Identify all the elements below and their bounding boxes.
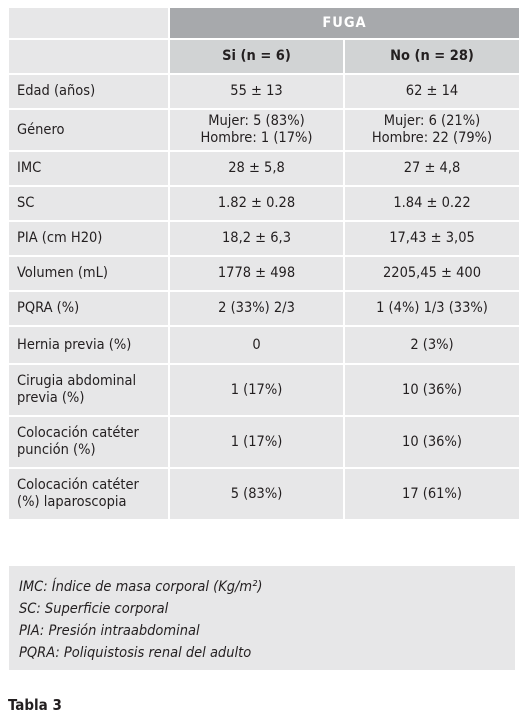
cell-no-line: 2205,45 ± 400 [382,265,482,281]
cell-no-line: 10 (36%) [402,381,462,398]
row-label: Hernia previa (%) [9,327,168,363]
row-label-line: PQRA (%) [17,300,80,316]
row-label-line: PIA (cm H20) [17,230,103,246]
cell-si-line: Hombre: 1 (17%) [200,130,313,146]
row-label: Volumen (mL) [9,257,168,290]
table-row: Hernia previa (%) 0 2 (3%) [9,327,519,363]
cell-si-line: 5 (83%) [230,485,283,502]
table-notes: IMC: Índice de masa corporal (Kg/m²) SC:… [9,566,515,670]
cell-si: 5 (83%) [170,469,343,519]
cell-no-line: 17,43 ± 3,05 [389,230,475,246]
cell-si-line: 2 (33%) 2/3 [218,300,295,316]
row-label-line: punción (%) [17,442,96,458]
cell-no-line: 17 (61%) [402,485,462,502]
note-pqra: PQRA: Poliquistosis renal del adulto [19,645,252,661]
cell-si: 1 (17%) [170,417,343,467]
row-label: Género [9,110,168,150]
group-header-fuga: FUGA [170,8,519,38]
cell-si: 18,2 ± 6,3 [170,222,343,255]
row-label: Edad (años) [9,75,168,108]
cell-no: 27 ± 4,8 [345,152,519,185]
cell-no: 2 (3%) [345,327,519,363]
corner-cell [9,8,168,38]
cell-no-line: 27 ± 4,8 [403,160,461,176]
fuga-table: FUGA Si (n = 6) No (n = 28) Edad (años) 5… [7,6,521,521]
table-row: Edad (años) 55 ± 13 62 ± 14 [9,75,519,108]
cell-si: Mujer: 5 (83%) Hombre: 1 (17%) [170,110,343,150]
cell-si-line: 1778 ± 498 [217,265,296,281]
cell-no: 1 (4%) 1/3 (33%) [345,292,519,325]
row-label: SC [9,187,168,220]
row-label-line: Volumen (mL) [17,265,108,281]
cell-si: 1778 ± 498 [170,257,343,290]
row-label-line: (%) laparoscopia [17,494,127,510]
cell-si-line: 28 ± 5,8 [228,160,285,176]
cell-si: 55 ± 13 [170,75,343,108]
row-label: Cirugia abdominal previa (%) [9,365,168,415]
cell-no: 2205,45 ± 400 [345,257,519,290]
cell-si-line: Mujer: 5 (83%) [208,113,305,129]
table-row: PIA (cm H20) 18,2 ± 6,3 17,43 ± 3,05 [9,222,519,255]
cell-no-line: 2 (3%) [410,336,454,353]
row-label-line: Colocación catéter [17,425,139,441]
cell-si-line: 1.82 ± 0.28 [217,195,296,211]
cell-no-line: Hombre: 22 (79%) [371,130,493,146]
table-row: IMC 28 ± 5,8 27 ± 4,8 [9,152,519,185]
row-label-line: previa (%) [17,390,85,406]
cell-no-line: 1.84 ± 0.22 [393,195,471,211]
column-header-si: Si (n = 6) [170,40,343,73]
column-header-no: No (n = 28) [345,40,519,73]
cell-si: 1.82 ± 0.28 [170,187,343,220]
cell-si-line: 1 (17%) [230,381,283,398]
table-body: Edad (años) 55 ± 13 62 ± 14 Género Mujer: 5 … [9,75,519,519]
cell-si-line: 0 [252,336,261,353]
row-label-line: Edad (años) [17,83,96,99]
cell-si-line: 1 (17%) [230,433,283,450]
cell-si-line: 18,2 ± 6,3 [222,230,291,246]
cell-si: 28 ± 5,8 [170,152,343,185]
cell-no: 62 ± 14 [345,75,519,108]
row-label: IMC [9,152,168,185]
row-label: PIA (cm H20) [9,222,168,255]
row-label: Colocación catéter punción (%) [9,417,168,467]
table-caption: Tabla 3 [8,696,62,714]
cell-no-line: 1 (4%) 1/3 (33%) [376,300,488,316]
cell-no: 10 (36%) [345,365,519,415]
row-label: PQRA (%) [9,292,168,325]
table-row: SC 1.82 ± 0.28 1.84 ± 0.22 [9,187,519,220]
note-sc: SC: Superficie corporal [19,601,169,617]
row-label-line: Hernia previa (%) [17,336,132,353]
table-row: Colocación catéter punción (%) 1 (17%) 10 (… [9,417,519,467]
corner-cell-2 [9,40,168,73]
note-imc: IMC: Índice de masa corporal (Kg/m²) [19,579,263,595]
cell-no: 10 (36%) [345,417,519,467]
cell-si: 2 (33%) 2/3 [170,292,343,325]
cell-si: 1 (17%) [170,365,343,415]
cell-si: 0 [170,327,343,363]
cell-no: Mujer: 6 (21%) Hombre: 22 (79%) [345,110,519,150]
cell-no: 1.84 ± 0.22 [345,187,519,220]
row-label-line: SC [17,195,35,211]
note-pia: PIA: Presión intraabdominal [19,623,200,639]
table-row: Cirugia abdominal previa (%) 1 (17%) 10 (36… [9,365,519,415]
cell-no-line: 10 (36%) [402,433,462,450]
table-row: Género Mujer: 5 (83%) Hombre: 1 (17%) Mujer… [9,110,519,150]
cell-no-line: Mujer: 6 (21%) [383,113,481,129]
row-label-line: IMC [17,160,42,176]
row-label-line: Género [17,121,65,138]
cell-no: 17,43 ± 3,05 [345,222,519,255]
row-label-line: Cirugia abdominal [17,373,137,389]
table-row: PQRA (%) 2 (33%) 2/3 1 (4%) 1/3 (33%) [9,292,519,325]
table-row: Volumen (mL) 1778 ± 498 2205,45 ± 400 [9,257,519,290]
row-label: Colocación catéter (%) laparoscopia [9,469,168,519]
cell-si-line: 55 ± 13 [230,83,283,99]
results-table: FUGA Si (n = 6) No (n = 28) Edad (años) 5… [7,6,519,521]
table-row: Colocación catéter (%) laparoscopia 5 (83%… [9,469,519,519]
row-label-line: Colocación catéter [17,477,139,493]
cell-no-line: 62 ± 14 [405,83,459,99]
cell-no: 17 (61%) [345,469,519,519]
